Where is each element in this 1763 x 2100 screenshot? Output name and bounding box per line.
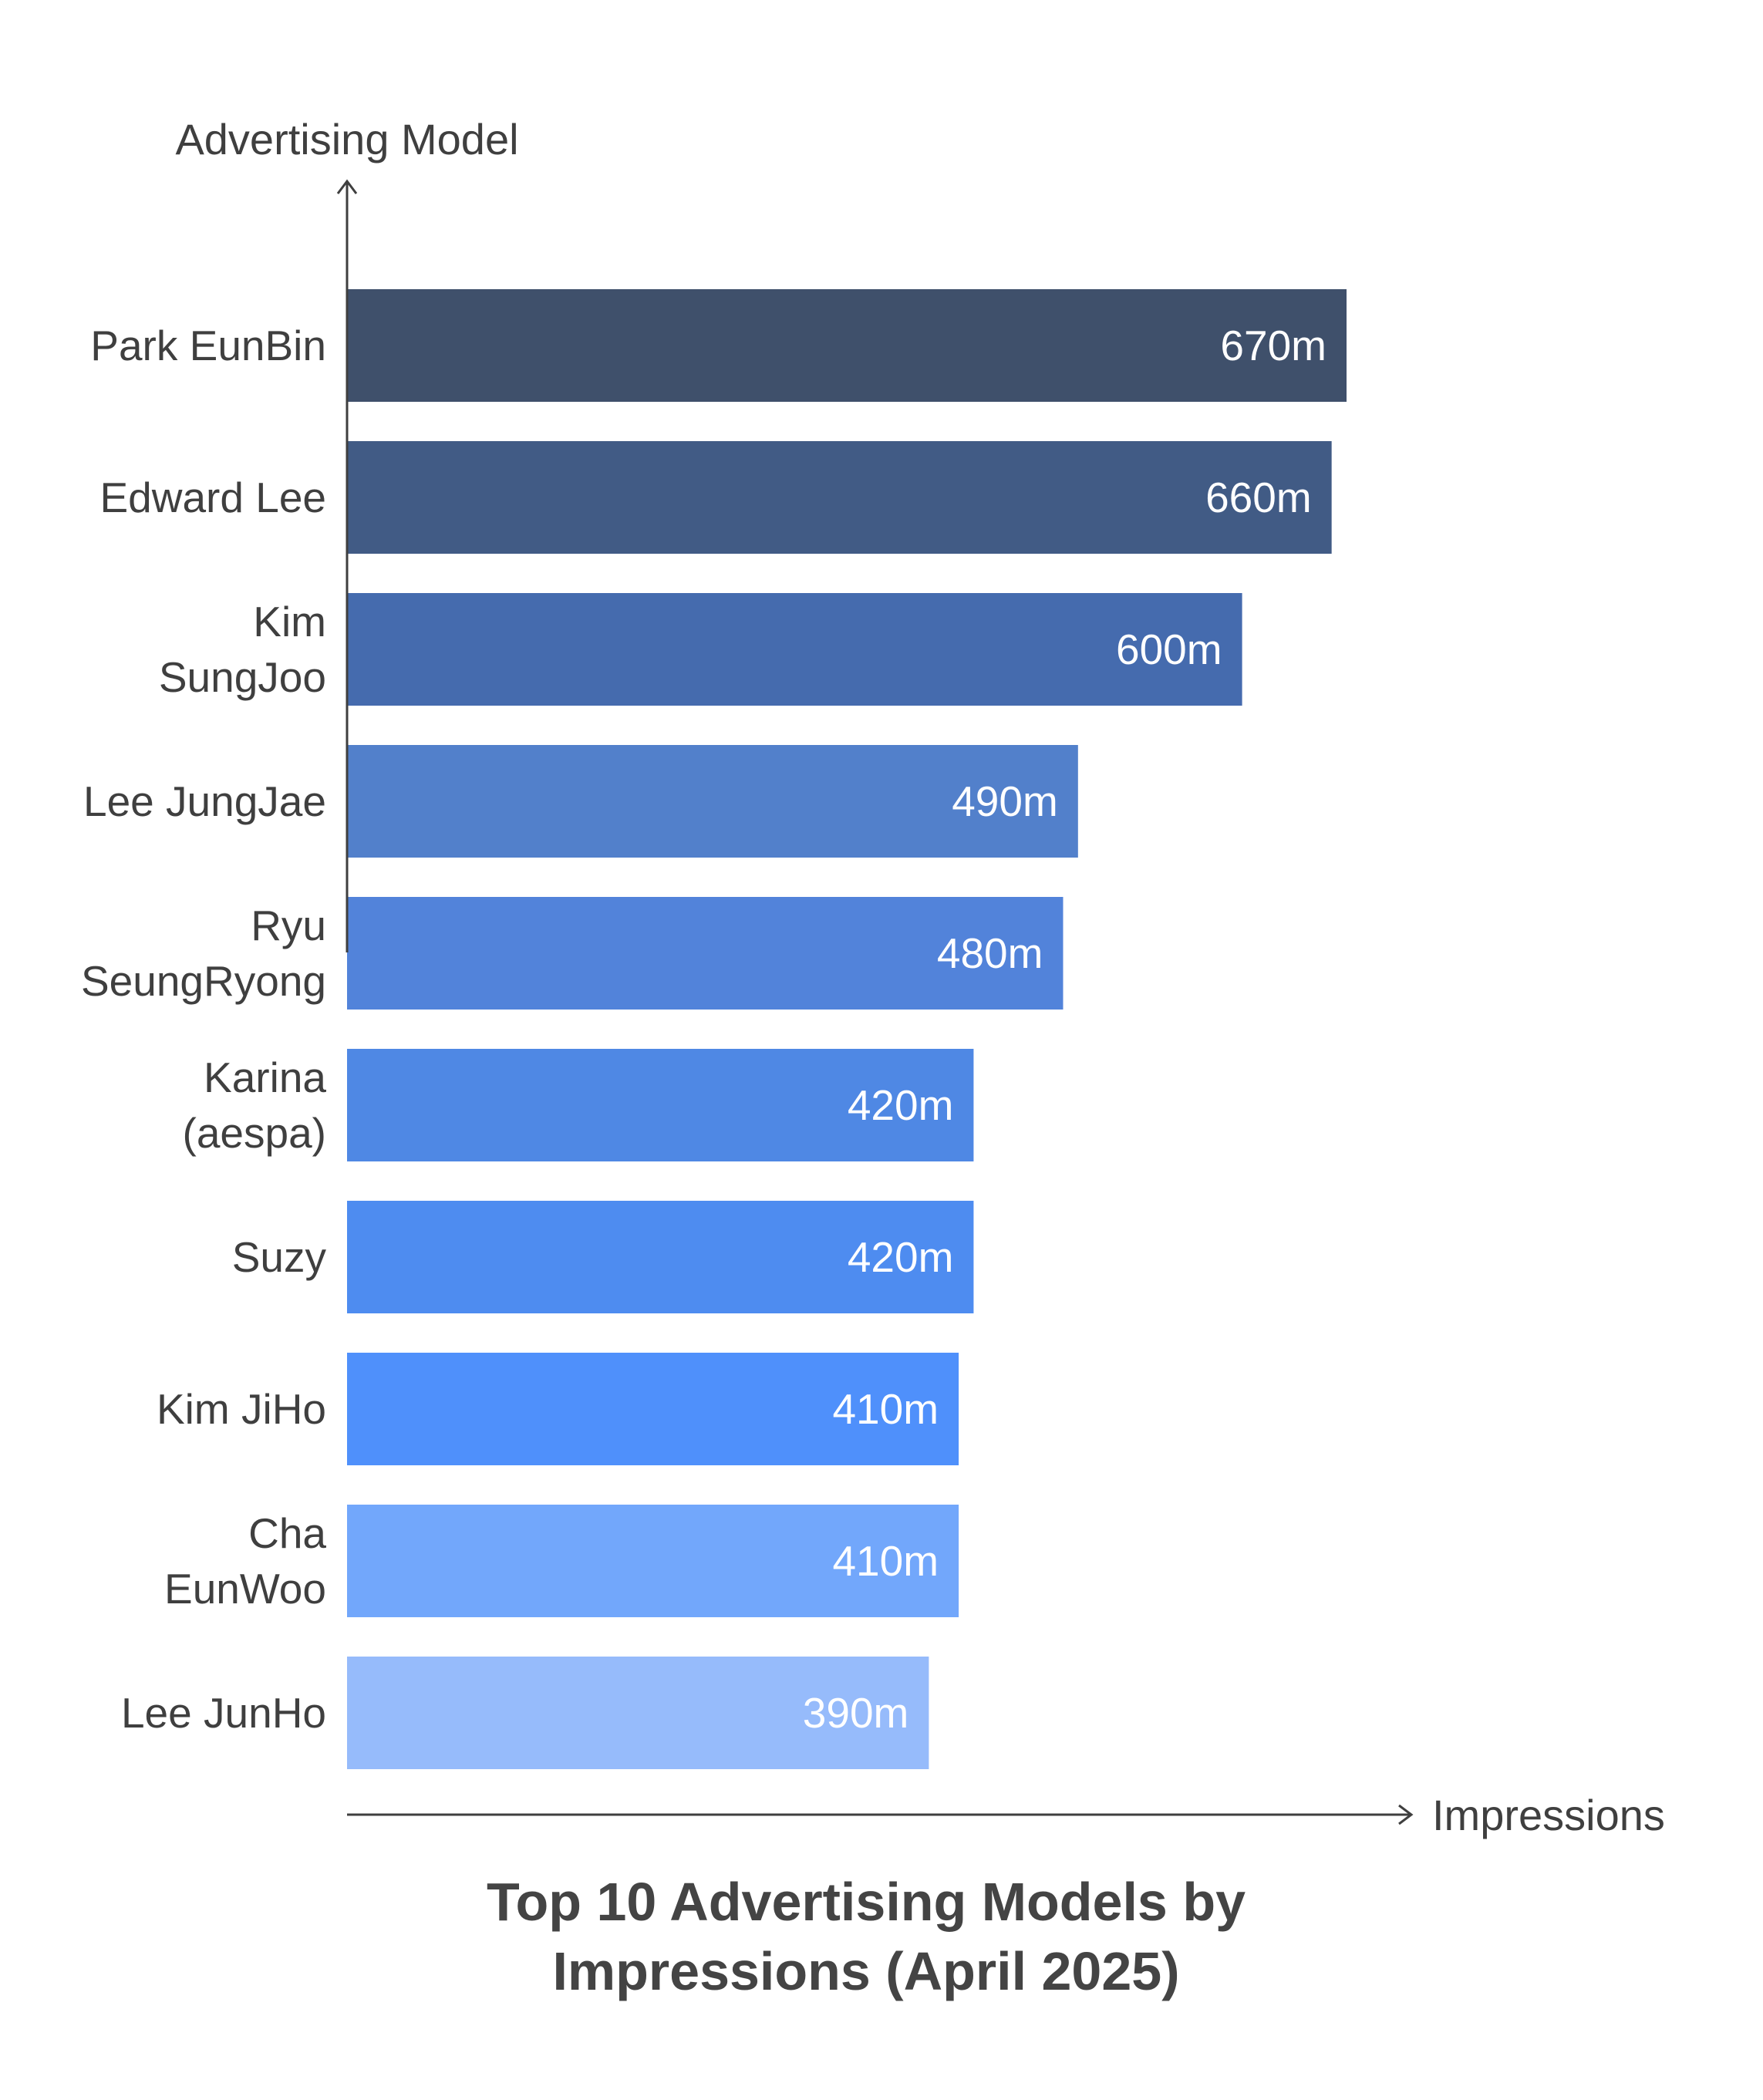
category-label-5: Ryu SeungRyong (81, 902, 326, 1005)
value-label-4: 490m (952, 777, 1058, 825)
category-label-9-line-2: EunWoo (164, 1565, 326, 1613)
bar-7 (347, 1201, 974, 1313)
bar-5 (347, 897, 1064, 1010)
category-label-1: Park EunBin (90, 322, 326, 369)
value-label-5: 480m (937, 929, 1043, 977)
category-label-6: Karina (aespa) (183, 1053, 327, 1157)
bar-4 (347, 745, 1078, 858)
chart-title: Top 10 Advertising Models by Impressions… (487, 1872, 1246, 2001)
value-label-1: 670m (1220, 322, 1326, 369)
value-label-7: 420m (848, 1233, 954, 1281)
value-label-6: 420m (848, 1081, 954, 1129)
axes-layer: Advertising Model Impressions (175, 115, 1664, 1839)
category-label-8-line-1: Kim JiHo (157, 1385, 326, 1433)
bar-2 (347, 441, 1332, 554)
category-label-5-line-2: SeungRyong (81, 957, 326, 1005)
y-axis-arrow-icon (336, 179, 358, 194)
category-label-7: Suzy (232, 1233, 327, 1281)
value-label-8: 410m (832, 1385, 939, 1433)
category-label-6-line-2: (aespa) (183, 1109, 326, 1157)
category-label-8: Kim JiHo (157, 1385, 326, 1433)
category-label-1-line-1: Park EunBin (90, 322, 326, 369)
bar-10 (347, 1657, 929, 1769)
category-label-2: Edward Lee (99, 474, 326, 521)
bar-9 (347, 1505, 959, 1617)
y-axis-label: Advertising Model (175, 115, 518, 163)
bar-8 (347, 1353, 959, 1465)
category-label-9-line-1: Cha (248, 1509, 326, 1557)
category-label-10: Lee JunHo (121, 1689, 326, 1737)
chart-title-line-2: Impressions (April 2025) (552, 1941, 1179, 2001)
bar-1 (347, 289, 1347, 402)
bar-3 (347, 593, 1242, 706)
category-label-3-line-1: Kim (253, 598, 326, 646)
category-labels-layer: Park EunBin Edward Lee Kim SungJoo Lee JungJ… (81, 322, 327, 1737)
category-label-3-line-2: SungJoo (159, 653, 326, 701)
category-label-6-line-1: Karina (204, 1053, 326, 1101)
chart-title-line-1: Top 10 Advertising Models by (487, 1872, 1246, 1932)
category-label-10-line-1: Lee JunHo (121, 1689, 326, 1737)
bars-layer: 670m 660m 600m 490m 480m 420m 420m 410m 410m 390m (347, 289, 1347, 1769)
category-label-4-line-1: Lee JungJae (83, 777, 326, 825)
category-label-2-line-1: Edward Lee (99, 474, 326, 521)
value-label-2: 660m (1205, 474, 1312, 521)
x-axis-arrow-icon (1398, 1804, 1414, 1825)
category-label-9: Cha EunWoo (164, 1509, 326, 1613)
category-label-4: Lee JungJae (83, 777, 326, 825)
category-label-5-line-1: Ryu (251, 902, 326, 949)
value-label-10: 390m (803, 1689, 909, 1737)
category-label-7-line-1: Suzy (232, 1233, 327, 1281)
bar-6 (347, 1049, 974, 1161)
category-label-3: Kim SungJoo (159, 598, 326, 701)
x-axis-label: Impressions (1432, 1791, 1665, 1839)
value-label-9: 410m (832, 1537, 939, 1585)
value-label-3: 600m (1116, 625, 1222, 673)
